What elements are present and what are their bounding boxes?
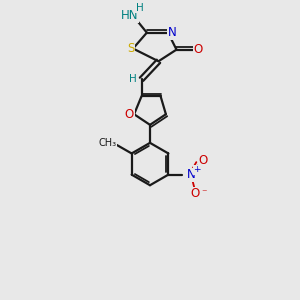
Text: H: H bbox=[129, 74, 136, 84]
Text: +: + bbox=[193, 166, 201, 175]
Text: O: O bbox=[190, 187, 200, 200]
Text: ⁻: ⁻ bbox=[201, 188, 206, 198]
Text: CH₃: CH₃ bbox=[99, 138, 117, 148]
Text: S: S bbox=[127, 42, 134, 55]
Text: HN: HN bbox=[121, 9, 138, 22]
Text: O: O bbox=[199, 154, 208, 167]
Text: N: N bbox=[187, 168, 195, 181]
Text: H: H bbox=[136, 3, 143, 13]
Text: N: N bbox=[167, 26, 176, 39]
Text: O: O bbox=[194, 43, 203, 56]
Text: O: O bbox=[125, 108, 134, 121]
